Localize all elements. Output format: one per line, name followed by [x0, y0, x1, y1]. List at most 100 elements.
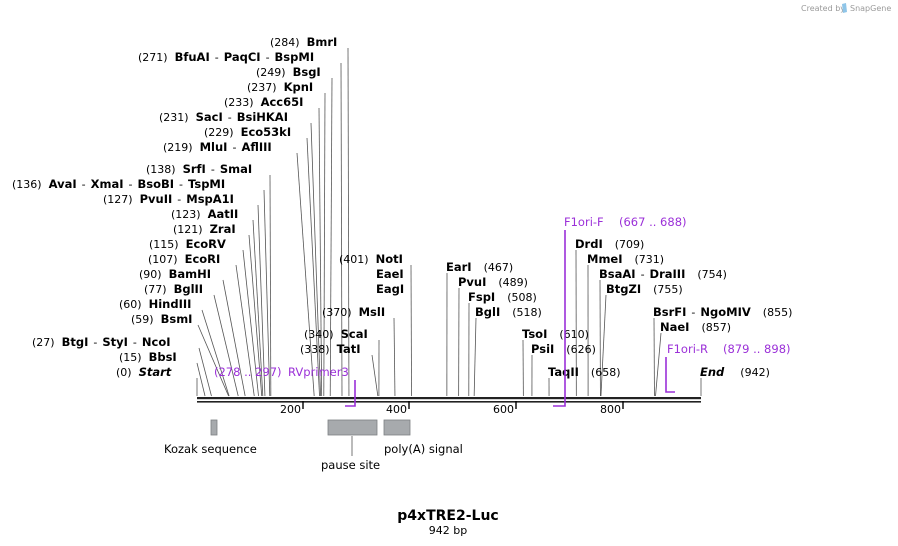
primer-name: F1ori-F: [564, 215, 604, 229]
site-position: (219): [163, 141, 193, 154]
svg-text:(123)AatII: (123) AatII: [171, 207, 238, 221]
site-leader-line: [371, 354, 379, 397]
enzyme-label: TatI: [337, 342, 361, 356]
enzyme-label: KpnI: [284, 80, 314, 94]
feature-pause-site: pause site: [321, 419, 380, 472]
site-position: (0): [116, 366, 132, 379]
enzyme-label: PsiI: [531, 342, 554, 356]
enzyme-label: MluI: [200, 140, 228, 154]
svg-text:PsiI(626): PsiI (626): [531, 342, 596, 356]
enzyme-label: Acc65I: [261, 95, 304, 109]
svg-text:FspI(508): FspI (508): [468, 290, 537, 304]
svg-text:(121)ZraI: (121) ZraI: [173, 222, 236, 236]
site-position: (338): [300, 343, 330, 356]
enzyme-label: EcoRI: [185, 252, 221, 266]
enzyme-label: AatII: [208, 207, 239, 221]
enzyme-label: MspA1I: [186, 192, 234, 206]
site-leader-line: [242, 249, 259, 397]
site-leader-line: [393, 317, 396, 397]
svg-text:(77)BglII: (77) BglII: [144, 282, 203, 296]
svg-text:PvuI(489): PvuI (489): [458, 275, 528, 289]
site-position: (107): [148, 253, 178, 266]
snapgene-logo-icon: [842, 3, 847, 13]
enzyme-label: DraIII: [650, 267, 686, 281]
enzyme-label: StyI: [102, 335, 128, 349]
site-leader-line: [318, 107, 323, 397]
primer-arrow: [553, 230, 566, 407]
enzyme-label: BsrFI: [653, 305, 686, 319]
svg-text:(107)EcoRI: (107) EcoRI: [148, 252, 220, 266]
enzyme-label: XmaI: [91, 177, 124, 191]
enzyme-label: PaqCI: [224, 50, 261, 64]
svg-text:(370)MslI: (370) MslI: [322, 305, 385, 319]
enzyme-label: PvuII: [140, 192, 173, 206]
primer-f1ori-f: F1ori-F (667 .. 688): [553, 215, 687, 407]
site-position: (60): [119, 298, 142, 311]
primer-rvprimer3: (278 .. 297) RVprimer3: [214, 365, 356, 407]
svg-text:End(942): End (942): [700, 365, 770, 379]
site-position: (121): [173, 223, 203, 236]
enzyme-label: MslI: [359, 305, 386, 319]
primer-f1ori-r: F1ori-R (879 .. 898): [665, 342, 791, 393]
svg-text:(219)MluI-AflIII: (219) MluI - AflIII: [163, 140, 272, 154]
svg-text:(60)HindIII: (60) HindIII: [119, 297, 191, 311]
svg-text:EagI: EagI: [376, 282, 404, 296]
enzyme-label: NotI: [376, 252, 403, 266]
svg-text:EarI(467): EarI (467): [446, 260, 513, 274]
site-position: (855): [763, 306, 793, 319]
enzyme-label: ZraI: [210, 222, 236, 236]
enzyme-label: BamHI: [169, 267, 211, 281]
site-position: (15): [119, 351, 142, 364]
enzyme-label: BfuAI: [175, 50, 210, 64]
site-leader-line: [473, 317, 477, 397]
dna-backbone-top: [197, 397, 701, 400]
svg-text:(90)BamHI: (90) BamHI: [139, 267, 211, 281]
site-leader-line: [410, 264, 412, 397]
svg-text:BsrFI-NgoMIV(855): BsrFI - NgoMIV (855): [653, 305, 792, 319]
svg-text:(249)BsgI: (249) BsgI: [256, 65, 321, 79]
site-position: (27): [32, 336, 55, 349]
site-leader-line: [296, 152, 315, 397]
primer-range: (667 .. 688): [619, 215, 687, 229]
enzyme-label: BsiHKAI: [237, 110, 288, 124]
primer-arrow: [665, 357, 675, 393]
svg-text:BglI(518): BglI (518): [475, 305, 542, 319]
site-position: (229): [204, 126, 234, 139]
enzyme-label: BglII: [174, 282, 204, 296]
site-leader-line: [310, 122, 321, 397]
svg-text:(271)BfuAI-PaqCI-BspMI: (271) BfuAI - PaqCI - BspMI: [138, 50, 314, 64]
svg-text:(233)Acc65I: (233) Acc65I: [224, 95, 303, 109]
enzyme-label: AflIII: [241, 140, 271, 154]
site-leader-line: [306, 137, 320, 397]
snapgene-brand: SnapGene: [850, 4, 891, 13]
svg-text:(284)BmrI: (284) BmrI: [270, 35, 337, 49]
site-labels-middle: (401) NotI EaeI EagI (370) MslI (340) ScaI …: [300, 252, 404, 356]
enzyme-label: SacI: [196, 110, 223, 124]
svg-text:(229)Eco53kI: (229) Eco53kI: [204, 125, 291, 139]
enzyme-label: BsoBI: [137, 177, 174, 191]
enzyme-label: EagI: [376, 282, 404, 296]
svg-text:MmeI(731): MmeI (731): [587, 252, 664, 266]
svg-text:(338)TatI: (338) TatI: [300, 342, 361, 356]
site-leader-line: [252, 219, 264, 397]
site-position: (249): [256, 66, 286, 79]
site-position: (709): [615, 238, 645, 251]
feature-kozak-sequence: Kozak sequence: [164, 419, 257, 456]
site-position: (508): [507, 291, 537, 304]
site-position: (77): [144, 283, 167, 296]
site-position: (123): [171, 208, 201, 221]
primer-arrow: [345, 380, 356, 407]
site-labels-left: (284) BmrI (271) BfuAI - PaqCI - BspMI (249) Bs…: [12, 35, 337, 379]
site-leader-line: [347, 47, 350, 397]
enzyme-label: BtgZI: [606, 282, 641, 296]
site-leader-line: [201, 309, 230, 397]
ruler: 200 400 600 800: [280, 401, 624, 416]
site-leader-line: [655, 332, 662, 397]
site-position: (237): [247, 81, 277, 94]
ruler-label-200: 200: [280, 403, 301, 416]
svg-text:TsoI(610): TsoI (610): [522, 327, 589, 341]
site-leader-line: [196, 362, 206, 397]
site-leader-line: [269, 174, 272, 397]
enzyme-label: EarI: [446, 260, 472, 274]
site-leader-line: [222, 279, 246, 397]
